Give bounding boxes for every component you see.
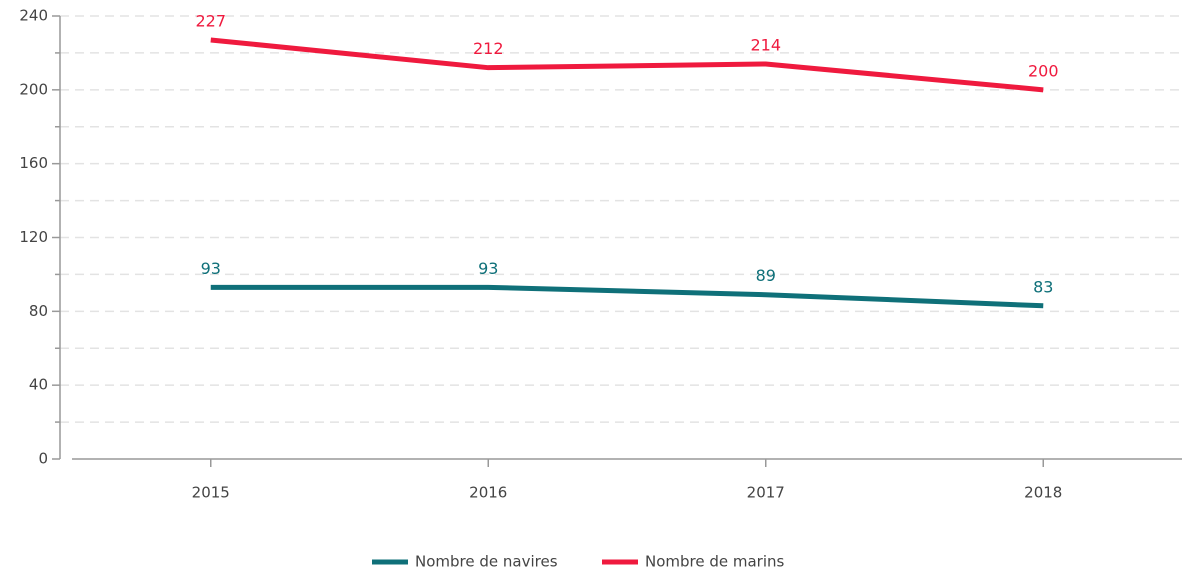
- line-series: [210, 37, 1044, 93]
- y-tick-label: 80: [29, 302, 48, 320]
- x-tick-label: 2016: [469, 484, 507, 502]
- data-label: 93: [478, 259, 498, 278]
- y-tick-label: 120: [19, 228, 48, 246]
- x-tick-label: 2015: [192, 484, 230, 502]
- data-label: 214: [750, 35, 781, 54]
- data-label: 227: [195, 11, 226, 30]
- legend-label: Nombre de marins: [645, 553, 785, 571]
- y-tick-label: 200: [19, 80, 48, 98]
- data-label: 212: [473, 39, 504, 58]
- y-tick-label: 0: [38, 450, 48, 468]
- y-tick-label: 240: [19, 7, 48, 25]
- x-tick-label: 2017: [747, 484, 785, 502]
- x-tick-label: 2018: [1024, 484, 1062, 502]
- y-tick-label: 160: [19, 154, 48, 172]
- y-tick-label: 40: [29, 376, 48, 394]
- data-label: 89: [756, 266, 776, 285]
- line-series: [210, 284, 1044, 309]
- data-label: 200: [1028, 61, 1059, 80]
- legend-label: Nombre de navires: [415, 553, 558, 571]
- data-label: 83: [1033, 277, 1053, 296]
- data-label: 93: [201, 259, 221, 278]
